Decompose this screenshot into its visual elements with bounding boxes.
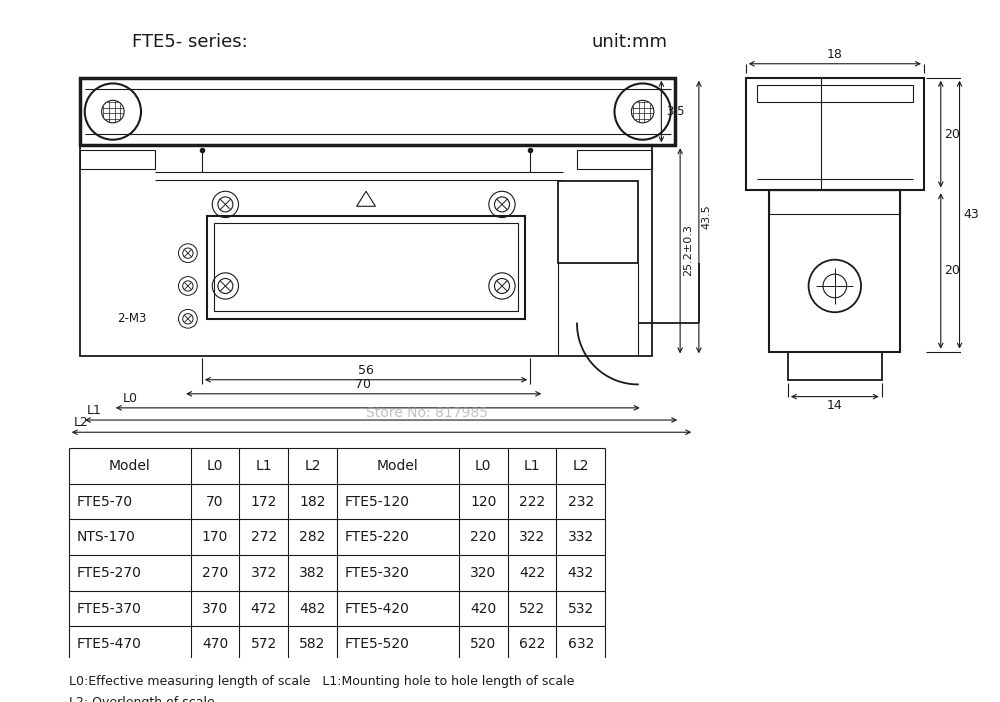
Text: FTE5-370: FTE5-370 [76, 602, 141, 616]
Text: 520: 520 [470, 637, 496, 651]
Text: 422: 422 [519, 566, 545, 580]
Text: L2: L2 [304, 459, 321, 473]
Text: 14: 14 [827, 399, 843, 412]
Text: 420: 420 [470, 602, 496, 616]
Bar [207, 216, 525, 319]
Text: Model: Model [377, 459, 419, 473]
Text: 320: 320 [470, 566, 496, 580]
Text: FTE5-220: FTE5-220 [344, 530, 409, 544]
Text: 70: 70 [355, 378, 371, 391]
Bar [757, 86, 913, 102]
Text: 270: 270 [202, 566, 228, 580]
Text: 332: 332 [568, 530, 594, 544]
Text: 172: 172 [251, 495, 277, 509]
Text: 472: 472 [251, 602, 277, 616]
Text: 370: 370 [202, 602, 228, 616]
Text: FTE5- series:: FTE5- series: [132, 33, 247, 51]
Bar [769, 190, 900, 214]
Bar [80, 78, 675, 145]
Bar [769, 190, 900, 352]
Text: L0:Effective measuring length of scale   L1:Mounting hole to hole length of scal: L0:Effective measuring length of scale L… [69, 675, 574, 688]
Bar [558, 181, 638, 263]
Text: FTE5-120: FTE5-120 [344, 495, 409, 509]
Text: L2: L2 [73, 416, 88, 430]
Text: 120: 120 [470, 495, 496, 509]
Text: 232: 232 [568, 495, 594, 509]
Text: 582: 582 [299, 637, 326, 651]
Text: 182: 182 [299, 495, 326, 509]
Text: 470: 470 [202, 637, 228, 651]
Text: 25.2±0.3: 25.2±0.3 [683, 225, 693, 277]
Text: L1: L1 [87, 404, 101, 417]
Text: L2: L2 [572, 459, 589, 473]
Text: L1: L1 [524, 459, 540, 473]
Text: 43: 43 [963, 208, 979, 221]
Text: L0: L0 [475, 459, 491, 473]
Text: 322: 322 [519, 530, 545, 544]
Text: 56: 56 [358, 364, 374, 377]
Bar [80, 150, 155, 168]
Text: 372: 372 [251, 566, 277, 580]
Text: 20: 20 [945, 265, 960, 277]
Text: 532: 532 [568, 602, 594, 616]
Bar [746, 78, 924, 190]
Text: 522: 522 [519, 602, 545, 616]
Bar [788, 352, 882, 380]
Text: 282: 282 [299, 530, 326, 544]
Text: 622: 622 [519, 637, 545, 651]
Bar [214, 223, 518, 311]
Text: 382: 382 [299, 566, 326, 580]
Text: FTE5-70: FTE5-70 [76, 495, 132, 509]
Text: L0: L0 [122, 392, 137, 405]
Text: 20: 20 [945, 128, 960, 140]
Text: 572: 572 [251, 637, 277, 651]
Text: NTS-170: NTS-170 [76, 530, 135, 544]
Text: 220: 220 [470, 530, 496, 544]
Text: unit:mm: unit:mm [591, 33, 667, 51]
Text: FTE5-520: FTE5-520 [344, 637, 409, 651]
Text: FTE5-270: FTE5-270 [76, 566, 141, 580]
Text: FTE5-320: FTE5-320 [344, 566, 409, 580]
Text: Store No: 817985: Store No: 817985 [366, 406, 488, 420]
Text: L2: Overlength of scale: L2: Overlength of scale [69, 696, 215, 702]
Text: 18: 18 [827, 48, 843, 61]
Text: 170: 170 [202, 530, 228, 544]
Text: L1: L1 [256, 459, 272, 473]
Text: 482: 482 [299, 602, 326, 616]
Text: 222: 222 [519, 495, 545, 509]
Text: L0: L0 [207, 459, 223, 473]
Bar [80, 145, 652, 357]
Text: 70: 70 [206, 495, 224, 509]
Text: Model: Model [109, 459, 151, 473]
Text: FTE5-470: FTE5-470 [76, 637, 141, 651]
Text: 3.5: 3.5 [666, 105, 685, 118]
Text: 632: 632 [568, 637, 594, 651]
Bar [577, 150, 652, 168]
Text: FTE5-420: FTE5-420 [344, 602, 409, 616]
Text: 432: 432 [568, 566, 594, 580]
Text: 272: 272 [251, 530, 277, 544]
Text: 43.5: 43.5 [702, 204, 712, 229]
Text: 2-M3: 2-M3 [118, 312, 147, 325]
